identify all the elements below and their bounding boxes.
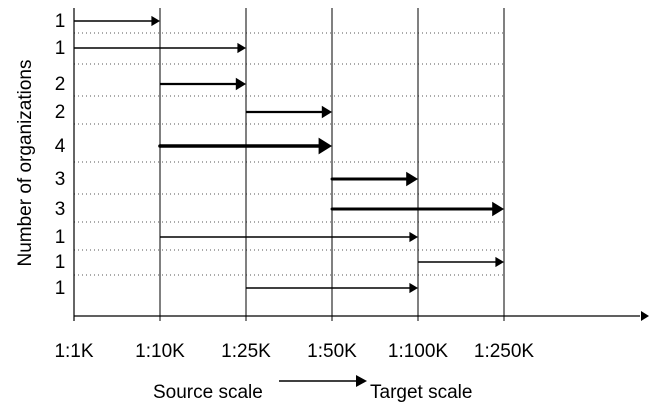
arrow-tail-cap [330,177,334,181]
organization-count: 1 [55,252,66,273]
arrow-head [321,105,332,119]
organization-counts: 1 1 2 2 4 3 3 1 1 1 [55,11,66,299]
scale-arrows [74,15,504,294]
scale-tick-label: 1:50K [307,341,357,362]
organization-count: 2 [55,74,66,95]
legend-source-label: Source scale [153,382,263,403]
legend-arrow-head [356,375,367,387]
organization-count: 3 [55,199,66,220]
arrow-head [495,256,504,268]
organization-count: 1 [55,11,66,32]
arrow-head [237,42,246,54]
arrow-head [151,15,160,27]
horizontal-dotted-gridlines [74,32,504,276]
organization-count: 4 [55,136,66,157]
legend-target-label: Target scale [370,382,472,403]
organization-count: 1 [55,227,66,248]
organization-count: 3 [55,169,66,190]
scale-vertical-lines [159,8,505,321]
arrow-head [318,137,332,155]
arrow-head [409,231,418,243]
arrow-head [492,201,504,217]
organization-count: 2 [55,102,66,123]
scale-tick-label: 1:250K [474,341,535,362]
arrow-tail-cap [330,207,334,211]
x-axis-arrow-head [641,311,649,321]
arrow-head [235,77,246,91]
scale-tick-label: 1:1K [54,341,93,362]
scale-tick-labels: 1:1K 1:10K 1:25K 1:50K 1:100K 1:250K [54,341,534,362]
scale-tick-label: 1:100K [388,341,449,362]
y-axis-label: Number of organizations [15,60,36,267]
arrow-head [409,282,418,294]
scale-tick-label: 1:10K [135,341,185,362]
arrow-tail-cap [158,144,162,148]
scale-tick-label: 1:25K [221,341,271,362]
arrow-head [406,171,418,187]
axes [73,8,649,321]
organization-count: 1 [55,38,66,59]
organization-count: 1 [55,278,66,299]
